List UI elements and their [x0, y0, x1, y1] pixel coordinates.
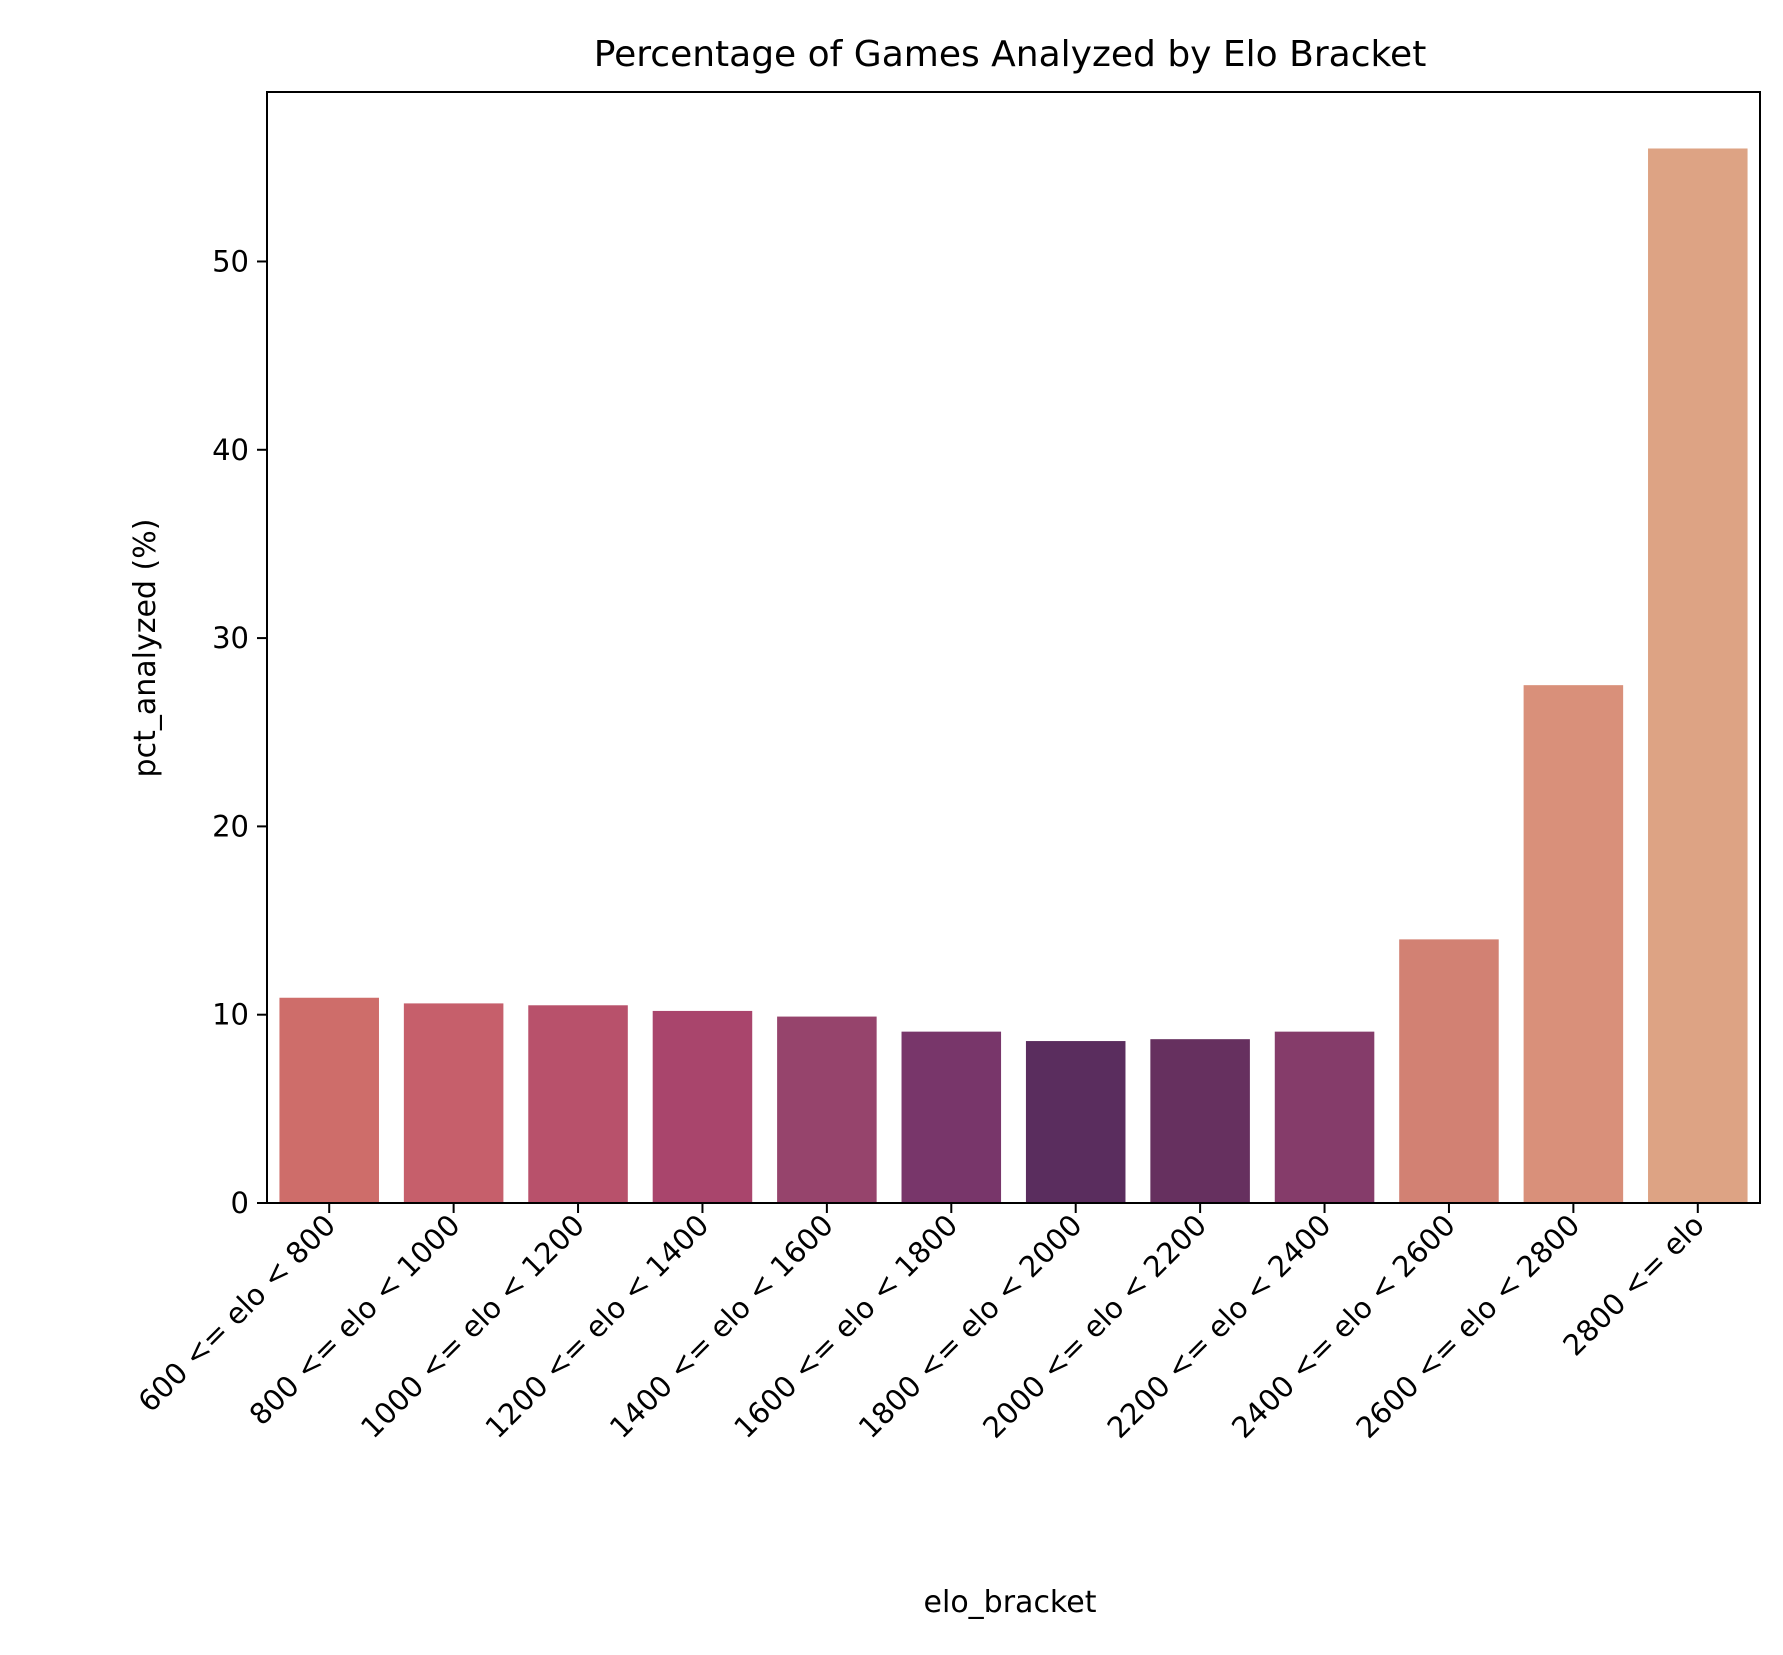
x-tick-label: 1000 <= elo < 1200: [354, 1208, 591, 1445]
bars-group: [279, 148, 1748, 1203]
bar: [403, 1003, 504, 1203]
bar: [777, 1016, 877, 1203]
bar: [1274, 1031, 1375, 1203]
x-tick-label: 1800 <= elo < 2000: [852, 1208, 1089, 1445]
bar: [1399, 939, 1499, 1203]
y-tick-label: 40: [212, 433, 249, 467]
y-tick-label: 30: [212, 621, 249, 655]
x-tick-label: 2200 <= elo < 2400: [1101, 1208, 1338, 1445]
x-axis-label: elo_bracket: [924, 1585, 1097, 1620]
bar: [901, 1031, 1002, 1203]
bar: [1523, 685, 1624, 1203]
y-axis: 0 10 20 30 40 50: [212, 244, 267, 1220]
bar: [1150, 1039, 1250, 1203]
bar: [1025, 1041, 1126, 1203]
x-tick-label: 2400 <= elo < 2600: [1225, 1208, 1462, 1445]
x-tick-label: 800 <= elo < 1000: [243, 1208, 467, 1432]
y-tick-label: 50: [212, 244, 249, 278]
x-tick-label: 1600 <= elo < 1800: [727, 1208, 964, 1445]
x-tick-label: 2600 <= elo < 2800: [1349, 1208, 1586, 1445]
bar: [652, 1010, 753, 1203]
x-tick-label: 1400 <= elo < 1600: [603, 1208, 840, 1445]
chart-title: Percentage of Games Analyzed by Elo Brac…: [594, 34, 1427, 75]
y-tick-label: 0: [231, 1186, 249, 1220]
y-tick-label: 20: [212, 809, 249, 843]
x-tick-label: 2000 <= elo < 2200: [976, 1208, 1213, 1445]
bar: [279, 997, 379, 1203]
y-tick-label: 10: [212, 998, 249, 1032]
y-axis-label: pct_analyzed (%): [128, 519, 163, 778]
x-tick-label: 1200 <= elo < 1400: [479, 1208, 716, 1445]
bar: [528, 1005, 628, 1203]
bar: [1648, 148, 1748, 1203]
plot-frame: [266, 91, 1761, 1204]
